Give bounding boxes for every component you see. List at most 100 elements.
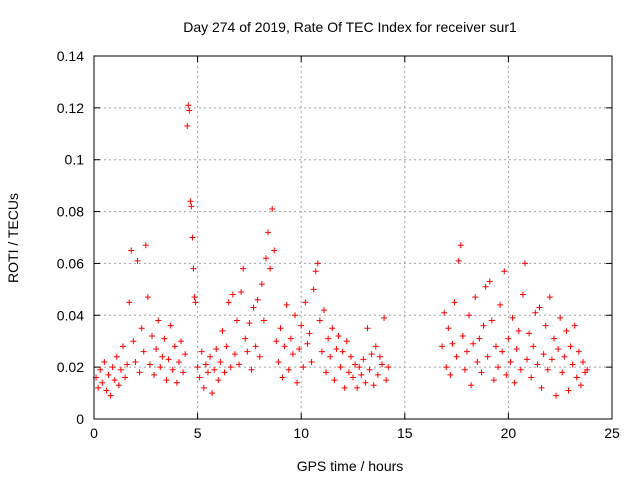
- data-point: [521, 260, 528, 267]
- data-point: [505, 335, 512, 342]
- data-point: [577, 382, 584, 389]
- data-point: [165, 356, 172, 363]
- data-point: [538, 384, 545, 391]
- data-point: [381, 314, 388, 321]
- data-point: [511, 379, 518, 386]
- data-point: [544, 366, 551, 373]
- data-point: [563, 327, 570, 334]
- data-point: [267, 265, 274, 272]
- data-point: [555, 345, 562, 352]
- data-point: [347, 353, 354, 360]
- data-point: [233, 317, 240, 324]
- data-point: [146, 361, 153, 368]
- data-point: [175, 358, 182, 365]
- data-point: [244, 348, 251, 355]
- data-point: [515, 327, 522, 334]
- data-point: [300, 364, 307, 371]
- data-point: [341, 384, 348, 391]
- data-point: [273, 338, 280, 345]
- data-point: [584, 366, 591, 373]
- data-point: [310, 286, 317, 293]
- data-point: [256, 353, 263, 360]
- data-point: [115, 382, 122, 389]
- data-point: [366, 366, 373, 373]
- data-point: [122, 374, 129, 381]
- x-axis-label: GPS time / hours: [297, 458, 404, 474]
- data-point: [113, 353, 120, 360]
- data-point: [320, 307, 327, 314]
- data-point: [573, 374, 580, 381]
- data-points: [93, 102, 591, 399]
- data-point: [546, 294, 553, 301]
- data-point: [331, 377, 338, 384]
- data-point: [526, 330, 533, 337]
- data-point: [327, 353, 334, 360]
- data-point: [550, 335, 557, 342]
- data-point: [507, 358, 514, 365]
- data-point: [312, 268, 319, 275]
- data-point: [530, 343, 537, 350]
- data-point: [457, 242, 464, 249]
- data-point: [474, 358, 481, 365]
- data-point: [528, 374, 535, 381]
- data-point: [138, 325, 145, 332]
- data-point: [488, 317, 495, 324]
- data-point: [480, 322, 487, 329]
- data-point: [155, 317, 162, 324]
- axis-ticks: 0 5 10 15 20 25 0 0.02 0.04 0.06 0.08 0.1 0.12 0.14: [57, 48, 620, 441]
- data-point: [314, 260, 321, 267]
- data-point: [337, 364, 344, 371]
- data-point: [189, 234, 196, 241]
- y-tick-label: 0.04: [57, 307, 84, 323]
- data-point: [184, 123, 191, 130]
- data-point: [343, 338, 350, 345]
- data-point: [124, 361, 131, 368]
- data-point: [354, 384, 361, 391]
- data-point: [325, 335, 332, 342]
- data-point: [238, 288, 245, 295]
- data-point: [501, 268, 508, 275]
- data-point: [476, 335, 483, 342]
- data-point: [163, 377, 170, 384]
- data-point: [323, 369, 330, 376]
- data-point: [486, 278, 493, 285]
- data-point: [153, 345, 160, 352]
- data-point: [519, 291, 526, 298]
- data-point: [374, 371, 381, 378]
- data-point: [291, 312, 298, 319]
- data-point: [180, 369, 187, 376]
- data-point: [364, 325, 371, 332]
- data-point: [532, 309, 539, 316]
- data-point: [250, 304, 257, 311]
- data-point: [385, 364, 392, 371]
- data-point: [265, 229, 272, 236]
- data-point: [451, 299, 458, 306]
- data-point: [178, 338, 185, 345]
- data-point: [495, 364, 502, 371]
- x-tick-label: 20: [501, 425, 517, 441]
- data-point: [536, 304, 543, 311]
- data-point: [383, 377, 390, 384]
- data-point: [219, 327, 226, 334]
- data-point: [285, 366, 292, 373]
- data-point: [134, 257, 141, 264]
- data-point: [370, 382, 377, 389]
- y-axis-label: ROTI / TECUs: [5, 193, 21, 283]
- data-point: [557, 314, 564, 321]
- data-point: [215, 377, 222, 384]
- data-point: [186, 107, 193, 114]
- data-point: [575, 348, 582, 355]
- data-point: [173, 379, 180, 386]
- x-tick-label: 0: [90, 425, 98, 441]
- data-point: [126, 299, 133, 306]
- data-point: [132, 358, 139, 365]
- data-point: [105, 371, 112, 378]
- data-point: [223, 343, 230, 350]
- data-point: [248, 366, 255, 373]
- data-point: [185, 102, 192, 109]
- x-tick-label: 10: [293, 425, 309, 441]
- data-point: [503, 371, 510, 378]
- data-point: [513, 345, 520, 352]
- data-point: [159, 353, 166, 360]
- data-point: [316, 317, 323, 324]
